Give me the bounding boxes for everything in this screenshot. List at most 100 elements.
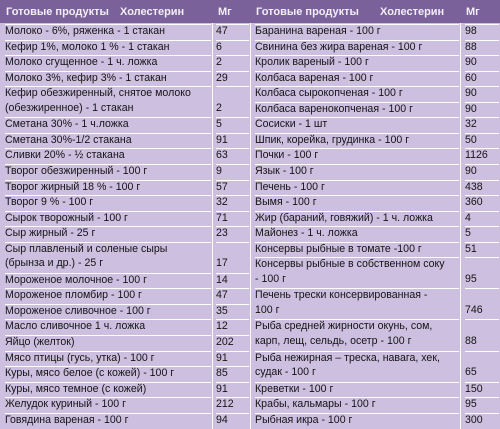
- table-row-mg: 47: [216, 24, 249, 39]
- table-row-mg: 95: [465, 397, 499, 412]
- table-row-product: 100 г: [255, 303, 280, 316]
- table-row-product: Куры, мясо белое (с кожей) - 100 г: [5, 366, 211, 381]
- table-row-mg: 90: [465, 55, 499, 70]
- table-row-product: (обезжиренное) - 1 стакан: [5, 101, 134, 114]
- column-divider: [250, 23, 251, 429]
- table-row-product: судак - 100 г: [255, 366, 316, 379]
- table-row-product: Колбаса вареная - 100 г: [255, 70, 459, 86]
- table-row-mg: 47: [216, 288, 249, 303]
- table-row-product: Рыба средней жирности окунь, сом,: [255, 319, 459, 334]
- table-row-mg: 17: [216, 257, 228, 270]
- table-row-mg: 9: [216, 163, 249, 179]
- table-row-product: Консервы рыбные в собственном соку: [255, 257, 459, 272]
- table-row-product: Сыр плавленый и соленые сыры: [5, 241, 211, 257]
- table-row-mg: 85: [216, 366, 249, 381]
- table-row-product: Креветки - 100 г: [255, 381, 459, 397]
- header-right-cholesterol: Холестерин: [380, 6, 445, 18]
- table-row-mg: 2: [216, 101, 222, 114]
- table-row-product: Молоко сгущенное - 1 ч. ложка: [5, 55, 211, 70]
- table-row-mg: 51: [465, 241, 499, 257]
- table-row-mg: 91: [216, 350, 249, 366]
- table-row-mg: 150: [465, 381, 499, 397]
- table-row-mg: 91: [216, 381, 249, 397]
- table-row-product: Сырок творожный - 100 г: [5, 210, 211, 226]
- table-row-product: Куры, мясо темное (с кожей): [5, 381, 211, 397]
- header-left-cholesterol: Холестерин: [120, 6, 185, 18]
- table-row-mg: 5: [465, 226, 499, 241]
- table-row-mg: [465, 257, 499, 272]
- table-row-product: Жир (бараний, говяжий) - 1 ч. ложка: [255, 210, 459, 226]
- table-row-mg: 32: [216, 195, 249, 210]
- table-row-mg: [465, 319, 499, 334]
- table-row-product: Сыр жирный - 25 г: [5, 226, 211, 241]
- table-row-mg: 32: [465, 117, 499, 132]
- table-row-product: Рыбная икра - 100 г: [255, 412, 459, 428]
- table-row-product: Творог жирный 18 % - 100 г: [5, 179, 211, 195]
- table-row-product: Баранина вареная - 100 г: [255, 24, 459, 39]
- table-row-mg: 23: [216, 226, 249, 241]
- table-row-product: Яйцо (желток): [5, 335, 211, 350]
- column-divider: [460, 23, 461, 429]
- header-right-mg: Мг: [466, 6, 480, 18]
- table-row-product: Молоко - 6%, ряженка - 1 стакан: [5, 24, 211, 39]
- table-row-product: Говядина вареная - 100 г: [5, 412, 211, 428]
- table-row-mg: 63: [216, 148, 249, 163]
- table-row-product: Сосиски - 1 шт: [255, 117, 459, 132]
- table-row-product: Колбаса сырокопченая - 100 г: [255, 86, 459, 101]
- table-row-product: Мороженое сливочное - 100 г: [5, 303, 211, 319]
- table-row-product: Сметана 30%-1/2 стакана: [5, 132, 211, 148]
- table-row-mg: 57: [216, 179, 249, 195]
- table-row-product: (брынза и др.) - 25 г: [5, 257, 104, 270]
- table-row-product: Мясо птицы (гусь, утка) - 100 г: [5, 350, 211, 366]
- table-row-product: Творог 9 % - 100 г: [5, 195, 211, 210]
- table-row-mg: 94: [216, 412, 249, 428]
- table-row-product: Почки - 100 г: [255, 148, 459, 163]
- table-row-product: Сливки 20% - ½ стакана: [5, 148, 211, 163]
- table-row-mg: 1126: [465, 148, 499, 163]
- table-row-mg: 300: [465, 412, 499, 428]
- table-row-product: Желудок куриный - 100 г: [5, 397, 211, 412]
- table-row-mg: 2: [216, 55, 249, 70]
- table-row-product: Консервы рыбные в томате -100 г: [255, 241, 459, 257]
- table-row-mg: 90: [465, 101, 499, 117]
- table-row-mg: 438: [465, 179, 499, 195]
- table-row-mg: [216, 241, 249, 257]
- table-row-mg: 29: [216, 70, 249, 86]
- table-row-mg: 35: [216, 303, 249, 319]
- header-left-products: Готовые продукты: [6, 6, 109, 18]
- table-row-product: Сметана 30% - 1 ч.ложка: [5, 117, 211, 132]
- header-right-products: Готовые продукты: [256, 6, 359, 18]
- table-row-product: Масло сливочное 1 ч. ложка: [5, 319, 211, 334]
- table-row-mg: 88: [465, 335, 477, 347]
- table-row-product: Майонез - 1 ч. ложка: [255, 226, 459, 241]
- table-row-product: Кролик вареный - 100 г: [255, 55, 459, 70]
- table-row-mg: 202: [216, 335, 249, 350]
- table-row-mg: [465, 350, 499, 366]
- table-row-mg: 212: [216, 397, 249, 412]
- table-row-mg: 14: [216, 272, 249, 288]
- table-row-mg: 5: [216, 117, 249, 132]
- table-row-product: Творог обезжиренный - 100 г: [5, 163, 211, 179]
- table-row-product: Молоко 3%, кефир 3% - 1 стакан: [5, 70, 211, 86]
- table-row-product: Язык - 100 г: [255, 163, 459, 179]
- table-row-mg: 60: [465, 70, 499, 86]
- table-row-product: Мороженое молочное - 100 г: [5, 272, 211, 288]
- table-row-mg: [216, 86, 249, 101]
- table-row-mg: 71: [216, 210, 249, 226]
- table-row-product: Кефир обезжиренный, снятое молоко: [5, 86, 211, 101]
- column-divider: [212, 23, 213, 429]
- table-header: Готовые продукты Холестерин Мг Готовые п…: [0, 0, 500, 23]
- table-row-product: Колбаса варенокопченая - 100 г: [255, 101, 459, 117]
- table-row-mg: [465, 288, 499, 303]
- table-row-mg: 6: [216, 39, 249, 55]
- table-row-mg: 95: [465, 272, 477, 285]
- table-row-product: Мороженое пломбир - 100 г: [5, 288, 211, 303]
- table-row-product: Крабы, кальмары - 100 г: [255, 397, 459, 412]
- table-row-product: - 100 г: [255, 272, 286, 285]
- table-row-mg: 90: [465, 163, 499, 179]
- table-row-mg: 65: [465, 366, 477, 379]
- table-row-product: Печень - 100 г: [255, 179, 459, 195]
- table-row-mg: 360: [465, 195, 499, 210]
- table-row-mg: 88: [465, 39, 499, 55]
